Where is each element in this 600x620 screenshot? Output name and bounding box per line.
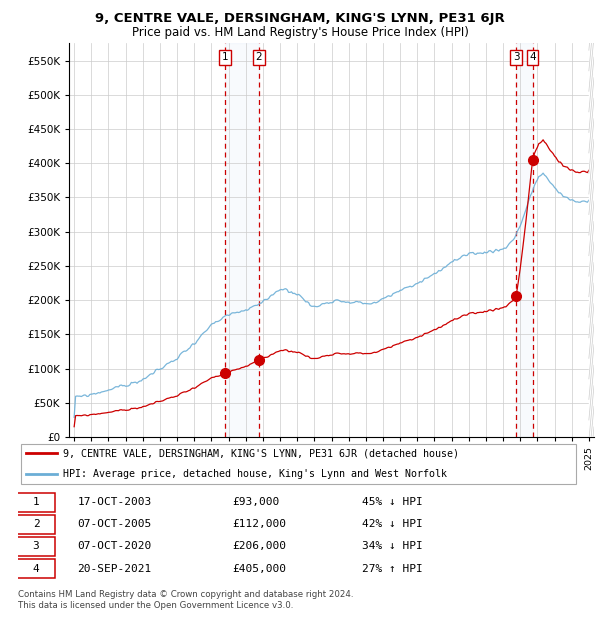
Text: 07-OCT-2005: 07-OCT-2005	[77, 520, 151, 529]
Text: £405,000: £405,000	[232, 564, 286, 574]
Bar	[516, 43, 533, 437]
Text: Price paid vs. HM Land Registry's House Price Index (HPI): Price paid vs. HM Land Registry's House …	[131, 26, 469, 39]
Text: 1: 1	[221, 52, 228, 62]
FancyBboxPatch shape	[21, 445, 577, 484]
Text: 2: 2	[256, 52, 262, 62]
FancyBboxPatch shape	[17, 559, 55, 578]
Text: 45% ↓ HPI: 45% ↓ HPI	[362, 497, 423, 507]
FancyBboxPatch shape	[17, 493, 55, 512]
Text: £112,000: £112,000	[232, 520, 286, 529]
Text: £206,000: £206,000	[232, 541, 286, 552]
Text: 07-OCT-2020: 07-OCT-2020	[77, 541, 151, 552]
Text: Contains HM Land Registry data © Crown copyright and database right 2024.: Contains HM Land Registry data © Crown c…	[18, 590, 353, 600]
Text: 2: 2	[32, 520, 40, 529]
Text: 20-SEP-2021: 20-SEP-2021	[77, 564, 151, 574]
Text: 3: 3	[32, 541, 40, 552]
Text: £93,000: £93,000	[232, 497, 280, 507]
Bar	[225, 43, 259, 437]
Text: 27% ↑ HPI: 27% ↑ HPI	[362, 564, 423, 574]
Text: 3: 3	[513, 52, 520, 62]
Polygon shape	[589, 43, 594, 437]
Text: 4: 4	[32, 564, 40, 574]
Text: 17-OCT-2003: 17-OCT-2003	[77, 497, 151, 507]
Text: 9, CENTRE VALE, DERSINGHAM, KING'S LYNN, PE31 6JR: 9, CENTRE VALE, DERSINGHAM, KING'S LYNN,…	[95, 12, 505, 25]
FancyBboxPatch shape	[17, 537, 55, 556]
Text: HPI: Average price, detached house, King's Lynn and West Norfolk: HPI: Average price, detached house, King…	[63, 469, 447, 479]
Text: This data is licensed under the Open Government Licence v3.0.: This data is licensed under the Open Gov…	[18, 601, 293, 611]
Text: 42% ↓ HPI: 42% ↓ HPI	[362, 520, 423, 529]
Text: 4: 4	[529, 52, 536, 62]
FancyBboxPatch shape	[17, 515, 55, 534]
Text: 34% ↓ HPI: 34% ↓ HPI	[362, 541, 423, 552]
Text: 9, CENTRE VALE, DERSINGHAM, KING'S LYNN, PE31 6JR (detached house): 9, CENTRE VALE, DERSINGHAM, KING'S LYNN,…	[63, 448, 459, 458]
Text: 1: 1	[32, 497, 40, 507]
